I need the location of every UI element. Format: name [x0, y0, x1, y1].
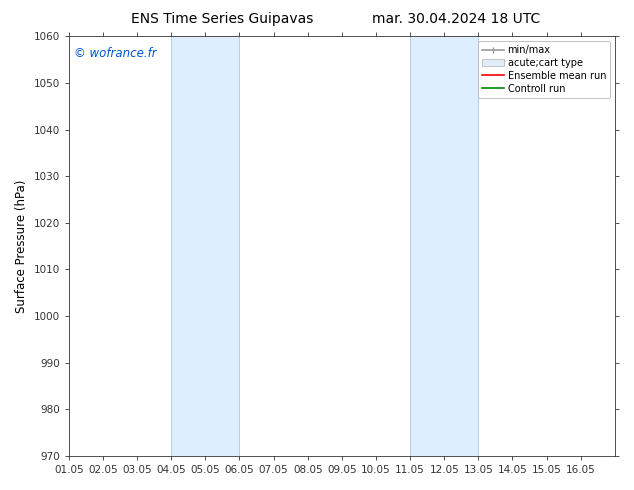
Text: mar. 30.04.2024 18 UTC: mar. 30.04.2024 18 UTC — [372, 12, 541, 26]
Bar — [171, 36, 240, 456]
Y-axis label: Surface Pressure (hPa): Surface Pressure (hPa) — [15, 179, 28, 313]
Bar — [410, 36, 478, 456]
Legend: min/max, acute;cart type, Ensemble mean run, Controll run: min/max, acute;cart type, Ensemble mean … — [479, 41, 610, 98]
Text: ENS Time Series Guipavas: ENS Time Series Guipavas — [131, 12, 313, 26]
Text: © wofrance.fr: © wofrance.fr — [74, 47, 157, 60]
